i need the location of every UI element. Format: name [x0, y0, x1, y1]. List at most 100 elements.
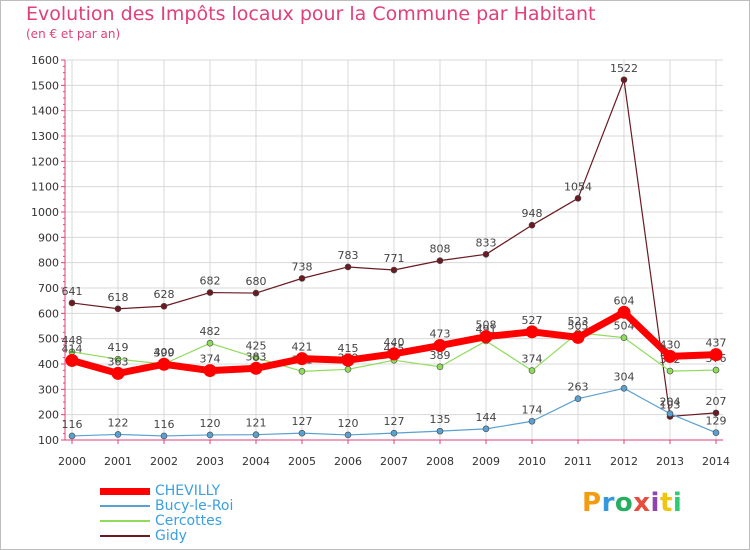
data-label: 415 — [338, 342, 359, 355]
logo-letter: r — [601, 488, 615, 518]
data-point — [298, 275, 306, 282]
data-label: 204 — [660, 396, 681, 409]
legend-label: CHEVILLY — [155, 483, 221, 499]
data-label: 263 — [568, 381, 589, 394]
data-point — [249, 361, 263, 375]
y-tick-label: 100 — [38, 434, 59, 447]
data-point — [390, 266, 398, 274]
data-point — [571, 330, 585, 344]
data-label: 116 — [154, 418, 175, 431]
data-label: 430 — [660, 338, 681, 351]
data-label: 207 — [706, 395, 727, 408]
y-tick-label: 1400 — [31, 105, 59, 118]
data-point — [620, 334, 628, 341]
data-label: 808 — [430, 243, 451, 256]
y-tick-label: 1200 — [31, 155, 59, 168]
data-label: 508 — [476, 319, 497, 332]
data-label: 389 — [430, 349, 451, 362]
data-point — [341, 353, 355, 367]
data-label: 400 — [154, 346, 175, 359]
logo-letter: P — [582, 488, 602, 518]
data-point — [114, 431, 122, 438]
data-point — [482, 425, 490, 433]
data-point — [712, 366, 720, 374]
data-point — [298, 429, 306, 437]
data-point — [160, 432, 168, 440]
data-point — [620, 385, 628, 392]
data-label: 473 — [430, 328, 451, 341]
x-tick-label: 2000 — [58, 455, 86, 468]
data-label: 618 — [108, 291, 129, 304]
x-tick-label: 2013 — [656, 455, 684, 468]
y-tick-label: 500 — [38, 333, 59, 346]
data-point — [709, 348, 723, 362]
data-label: 127 — [292, 415, 313, 428]
x-tick-label: 2001 — [104, 455, 132, 468]
data-label: 1054 — [564, 180, 592, 193]
x-tick-label: 2003 — [196, 455, 224, 468]
data-point — [68, 432, 76, 440]
data-label: 771 — [384, 252, 405, 265]
y-tick-label: 400 — [38, 358, 59, 371]
legend-label: Bucy-le-Roi — [155, 498, 234, 514]
data-point — [252, 354, 260, 361]
data-point — [528, 417, 536, 425]
legend-label: Cercottes — [155, 513, 222, 529]
x-tick-label: 2014 — [702, 455, 730, 468]
data-label: 374 — [200, 353, 221, 366]
legend-swatch — [100, 505, 150, 507]
x-tick-label: 2009 — [472, 455, 500, 468]
y-tick-label: 1500 — [31, 79, 59, 92]
data-label: 448 — [62, 334, 83, 347]
data-label: 738 — [292, 260, 313, 273]
data-point — [574, 195, 582, 202]
logo-letter: o — [614, 488, 634, 518]
logo-letter: i — [672, 488, 683, 518]
data-point — [525, 325, 539, 339]
y-tick-label: 1100 — [31, 181, 59, 194]
y-tick-label: 200 — [38, 409, 59, 422]
data-point — [157, 357, 171, 371]
data-label: 682 — [200, 275, 221, 288]
data-point — [295, 352, 309, 366]
data-point — [479, 330, 493, 344]
data-point — [436, 363, 444, 371]
data-point — [387, 347, 401, 361]
x-tick-label: 2002 — [150, 455, 178, 468]
data-label: 399 — [154, 346, 175, 359]
data-point — [433, 339, 447, 353]
data-point — [617, 305, 631, 319]
data-label: 628 — [154, 288, 175, 301]
data-label: 504 — [614, 320, 635, 333]
data-label: 135 — [430, 413, 451, 426]
x-tick-label: 2005 — [288, 455, 316, 468]
data-label: 121 — [246, 417, 267, 430]
data-label: 174 — [522, 403, 543, 416]
data-point — [252, 431, 260, 438]
data-label: 374 — [522, 353, 543, 366]
data-point — [114, 305, 122, 313]
data-label: 120 — [200, 417, 221, 430]
data-label: 604 — [614, 294, 635, 307]
data-label: 193 — [660, 398, 681, 411]
data-label: 1522 — [610, 62, 638, 75]
data-point — [344, 431, 352, 439]
series-gidy: 641 618 628 682 680 738 783 771 808 833 948 1054 152… — [62, 62, 727, 420]
data-point — [206, 289, 214, 296]
series-cercottes: 4484194004824253713794153894913745235043… — [62, 315, 727, 375]
legend-swatch — [100, 520, 150, 522]
data-label: 127 — [384, 415, 405, 428]
data-point — [114, 355, 122, 363]
logo-letter: x — [633, 488, 651, 518]
x-tick-label: 2008 — [426, 455, 454, 468]
data-point — [482, 251, 490, 258]
series-chevilly: 414 363 399 374 383 421 415 440 473 508 527 505 604 4… — [62, 294, 727, 380]
data-point — [298, 368, 306, 375]
x-tick-label: 2006 — [334, 455, 362, 468]
data-point — [712, 429, 720, 436]
series-bucy-le-roi: 116 122 116 120 121 127 120 127 135 144 174 263 304 2… — [62, 370, 727, 440]
data-point — [528, 367, 536, 374]
logo-letter: t — [659, 488, 673, 518]
y-tick-label: 700 — [38, 282, 59, 295]
data-label: 505 — [568, 319, 589, 332]
